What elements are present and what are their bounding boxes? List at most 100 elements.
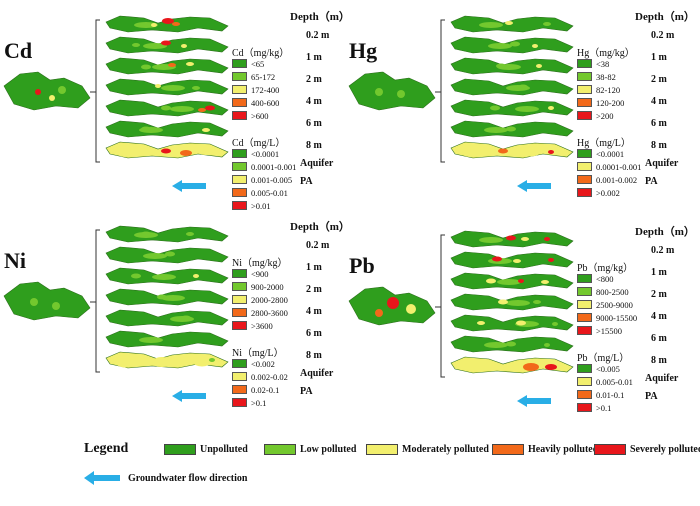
soil-layer-4 [450, 314, 574, 332]
water-legend-swatch [232, 162, 247, 171]
hotspot [506, 341, 516, 347]
low-zone [488, 43, 512, 49]
soil-legend-swatch [232, 59, 247, 68]
low-zone [484, 127, 508, 133]
soil-legend-label: <38 [596, 58, 610, 69]
depth-label: 0.2 m [651, 30, 675, 41]
water-legend-label: >0.002 [596, 187, 620, 198]
overview-hotspot [375, 309, 383, 317]
panel-graphics [348, 230, 574, 407]
hotspot [490, 105, 500, 111]
hotspot [523, 363, 539, 371]
hotspot [518, 279, 524, 283]
hotspot [543, 22, 551, 26]
depth-label: 0.2 m [651, 245, 675, 256]
water-legend-label: 0.01-0.1 [596, 389, 625, 400]
hotspot [186, 232, 194, 236]
soil-layer-5 [105, 330, 229, 348]
water-legend-row: 0.005-0.01 [232, 187, 288, 198]
soil-legend-label: 120-200 [596, 97, 625, 108]
soil-legend-swatch [232, 98, 247, 107]
depth-title: Depth（m） [290, 221, 350, 233]
soil-legend-swatch [577, 111, 592, 120]
arrow-left-icon [84, 471, 120, 485]
soil-legend-swatch [577, 287, 592, 296]
hotspot [533, 300, 541, 304]
hotspot [115, 356, 137, 368]
low-zone [161, 85, 185, 91]
hotspot [513, 259, 521, 263]
soil-legend-label: <65 [251, 58, 265, 69]
soil-legend-label: 2000-2800 [251, 294, 288, 305]
hotspot [141, 64, 151, 70]
hotspot [151, 23, 157, 27]
hotspot [544, 343, 550, 347]
hotspot [516, 320, 526, 326]
soil-legend-label: 800-2500 [596, 286, 629, 297]
panel-graphics [3, 225, 229, 402]
soil-legend-row: 2800-3600 [232, 307, 288, 318]
hotspot [150, 337, 158, 341]
depth-label: 8 m [651, 355, 667, 366]
soil-legend-row: 120-200 [577, 97, 624, 108]
flow-direction-legend: Groundwater flow direction [84, 470, 247, 486]
water-legend-label: <0.002 [251, 358, 275, 369]
soil-legend-row: >3600 [232, 320, 273, 331]
water-legend-swatch [577, 175, 592, 184]
overview-hotspot [49, 95, 55, 101]
legend-swatch-severe [594, 444, 626, 455]
depth-label: 4 m [306, 306, 322, 317]
soil-legend-label: 2500-9000 [596, 299, 633, 310]
water-legend-swatch [577, 403, 592, 412]
depth-label: 1 m [306, 52, 322, 63]
legend-label: Moderately polluted [402, 444, 489, 455]
water-legend-label: 0.02-0.1 [251, 384, 280, 395]
overview-hotspot [387, 297, 399, 309]
hotspot [545, 364, 557, 370]
soil-legend-swatch [577, 313, 592, 322]
site-overview-map [348, 71, 436, 111]
aquifer-layer [450, 356, 574, 374]
soil-legend-label: 82-120 [596, 84, 621, 95]
panel-graphics [3, 15, 229, 192]
hotspot [518, 84, 528, 90]
water-legend-label: 0.0001-0.001 [596, 161, 642, 172]
water-legend-label: 0.001-0.002 [596, 174, 638, 185]
water-legend-row: 0.001-0.005 [232, 174, 292, 185]
soil-legend-label: >3600 [251, 320, 273, 331]
soil-layer-0 [105, 225, 229, 243]
hotspot [548, 106, 554, 110]
water-legend-label: >0.1 [251, 397, 267, 408]
water-legend-swatch [232, 385, 247, 394]
panel-hg: Hg Depth（m） 0.2 m 1 m 2 m 4 m 6 m 8 m Aquifer PA H… [345, 0, 695, 198]
soil-legend-title: Hg（mg/kg） [577, 48, 635, 59]
low-zone [484, 342, 508, 348]
soil-legend-swatch [577, 274, 592, 283]
panel-title: Ni [4, 248, 26, 273]
soil-legend-swatch [232, 295, 247, 304]
soil-legend-swatch [577, 59, 592, 68]
hotspot [181, 315, 191, 321]
depth-label: 6 m [651, 118, 667, 129]
hotspot [141, 231, 151, 237]
hotspot [536, 64, 542, 68]
depth-label: 6 m [306, 328, 322, 339]
depth-label: 1 m [651, 52, 667, 63]
soil-legend-row: <38 [577, 58, 609, 69]
depth-label: PA [300, 386, 313, 397]
water-legend-row: >0.1 [577, 402, 611, 413]
hotspot [548, 258, 554, 262]
hotspot [193, 357, 211, 367]
depth-label: Aquifer [645, 158, 679, 169]
hotspot [521, 237, 529, 241]
panel-graphics [348, 15, 574, 192]
soil-legend-swatch [577, 85, 592, 94]
legend-item-moderate: Moderately polluted [366, 443, 489, 456]
overview-hotspot [397, 90, 405, 98]
water-legend-swatch [577, 162, 592, 171]
panel-title: Cd [4, 38, 33, 63]
hotspot [157, 294, 167, 300]
hotspot [155, 84, 161, 88]
arrow-left-icon [517, 395, 551, 407]
depth-label: Aquifer [645, 373, 679, 384]
